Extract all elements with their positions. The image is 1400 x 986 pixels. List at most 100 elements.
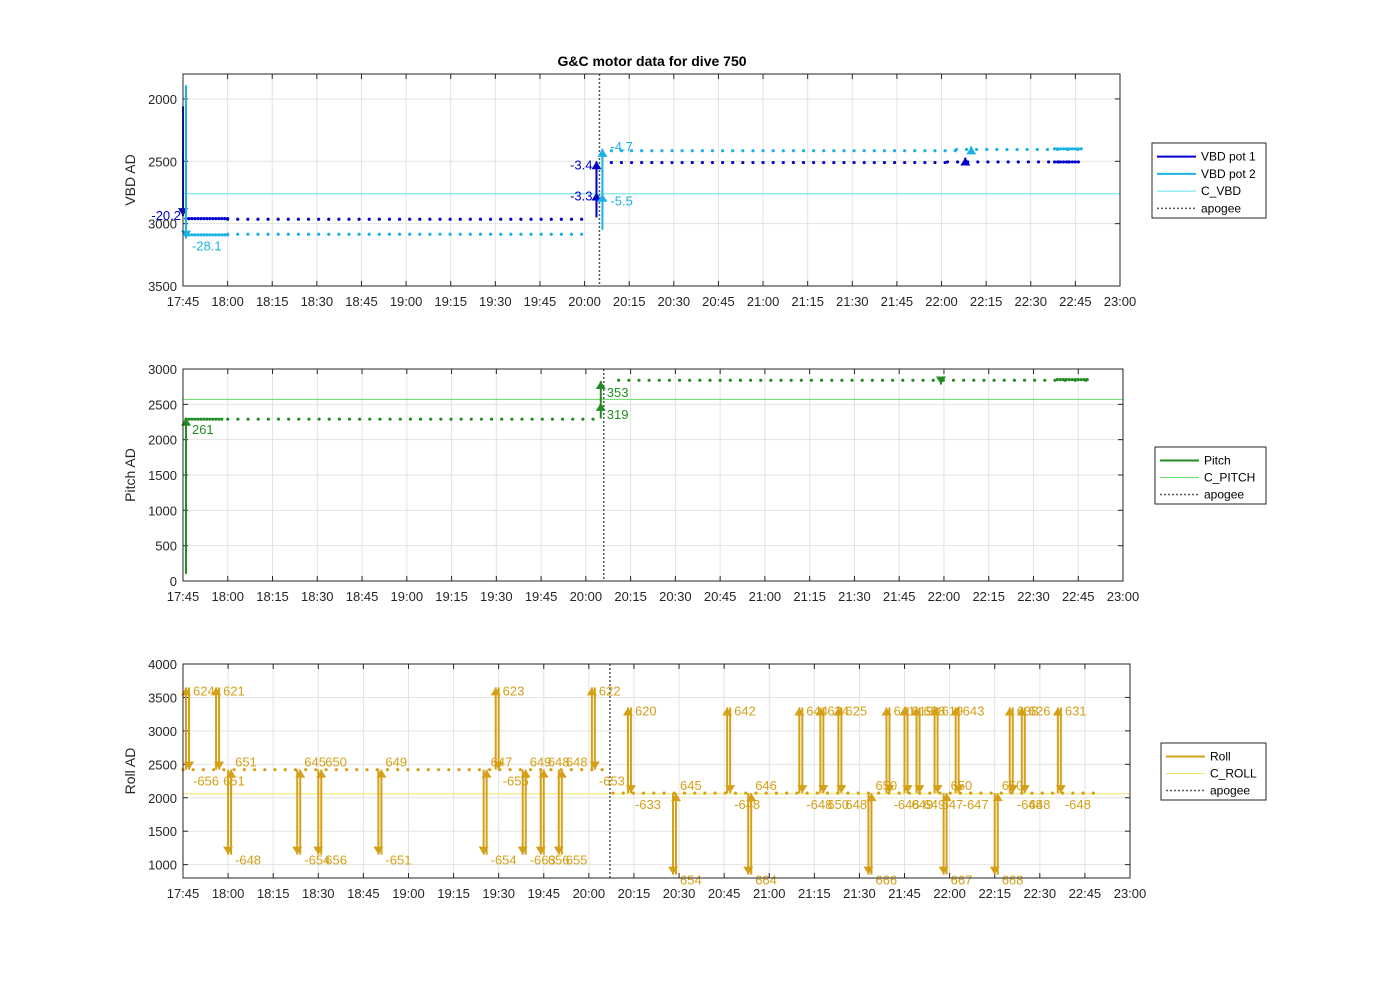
data-point bbox=[703, 791, 707, 795]
data-point bbox=[650, 160, 654, 165]
data-point bbox=[549, 232, 553, 236]
legend-entry: C_PITCH bbox=[1204, 471, 1255, 485]
roll-label: 648 bbox=[1029, 797, 1051, 812]
data-point bbox=[779, 378, 783, 382]
data-point bbox=[897, 791, 901, 795]
data-point bbox=[892, 149, 897, 153]
data-point bbox=[549, 768, 553, 772]
data-point bbox=[220, 217, 224, 221]
data-point bbox=[378, 417, 382, 421]
roll-spike-back-head bbox=[818, 785, 829, 794]
data-point bbox=[903, 149, 907, 153]
data-point bbox=[569, 232, 574, 236]
data-point bbox=[832, 149, 836, 153]
data-point bbox=[1064, 160, 1069, 164]
legend-entry: VBD pot 2 bbox=[1201, 167, 1256, 181]
data-point bbox=[954, 147, 958, 152]
x-tick-label: 20:15 bbox=[618, 886, 651, 901]
x-tick-label: 21:15 bbox=[791, 294, 824, 309]
data-point bbox=[720, 160, 725, 165]
x-tick-label: 19:00 bbox=[391, 589, 424, 604]
data-point bbox=[467, 768, 471, 772]
data-point bbox=[872, 149, 876, 153]
data-point bbox=[1040, 791, 1044, 795]
data-point bbox=[629, 149, 634, 153]
data-point bbox=[367, 217, 371, 221]
data-point bbox=[933, 149, 937, 153]
data-point bbox=[327, 417, 331, 421]
move-arrow-head bbox=[597, 148, 608, 157]
legend-entry: VBD pot 1 bbox=[1201, 150, 1256, 164]
roll-label: 642 bbox=[734, 703, 756, 718]
data-point bbox=[324, 768, 328, 772]
data-point bbox=[549, 217, 553, 221]
y-tick-label: 2000 bbox=[148, 92, 177, 107]
data-point bbox=[211, 417, 215, 421]
y-tick-label: 2000 bbox=[148, 433, 177, 448]
data-point bbox=[520, 417, 524, 421]
x-tick-label: 19:45 bbox=[527, 886, 560, 901]
roll-label: 626 bbox=[1029, 703, 1051, 718]
move-label: -3.4 bbox=[570, 157, 592, 172]
data-point bbox=[418, 232, 422, 236]
data-point bbox=[256, 232, 260, 236]
data-point bbox=[731, 160, 735, 165]
data-point bbox=[1052, 160, 1057, 164]
data-point bbox=[1073, 147, 1077, 151]
x-tick-label: 22:15 bbox=[978, 886, 1011, 901]
data-point bbox=[579, 217, 584, 221]
data-point bbox=[385, 768, 390, 772]
data-point bbox=[499, 217, 503, 221]
data-point bbox=[202, 417, 206, 421]
data-point bbox=[975, 147, 979, 152]
data-point bbox=[196, 217, 200, 221]
data-point bbox=[1070, 147, 1075, 151]
roll-spike-back-head bbox=[941, 793, 952, 802]
move-label: 353 bbox=[607, 385, 629, 400]
data-point bbox=[667, 378, 672, 382]
data-point bbox=[1045, 147, 1050, 152]
data-point bbox=[388, 417, 392, 421]
data-point bbox=[958, 791, 963, 795]
legend-entry: apogee bbox=[1210, 784, 1250, 798]
vbd-panel: 17:45 18:00 18:15 18:30 18:45 19:00 19:15 19:30… bbox=[122, 73, 1267, 309]
data-point bbox=[933, 160, 937, 165]
y-axis-label: Roll AD bbox=[122, 748, 138, 795]
roll-spike-back-head bbox=[884, 785, 895, 794]
data-point bbox=[439, 417, 443, 421]
data-point bbox=[458, 232, 462, 236]
data-point bbox=[365, 768, 369, 772]
data-point bbox=[205, 233, 209, 237]
data-point bbox=[347, 217, 351, 221]
data-point bbox=[508, 768, 512, 772]
data-point bbox=[979, 791, 983, 795]
data-point bbox=[1081, 791, 1085, 795]
data-point bbox=[408, 217, 412, 221]
data-point bbox=[870, 378, 874, 382]
data-point bbox=[617, 378, 621, 382]
roll-panel: 17:45 18:00 18:15 18:30 18:45 19:00 19:15 19:30… bbox=[122, 657, 1267, 901]
data-point bbox=[297, 417, 301, 421]
data-point bbox=[436, 768, 441, 772]
data-point bbox=[273, 768, 277, 772]
data-point bbox=[377, 217, 381, 221]
data-point bbox=[540, 417, 544, 421]
data-point bbox=[397, 232, 402, 236]
y-tick-label: 4000 bbox=[148, 657, 177, 672]
x-tick-label: 19:00 bbox=[390, 294, 423, 309]
data-point bbox=[296, 232, 301, 236]
data-point bbox=[741, 149, 745, 153]
data-point bbox=[609, 160, 613, 165]
data-point bbox=[882, 160, 887, 165]
data-point bbox=[256, 417, 260, 421]
data-point bbox=[539, 217, 543, 221]
data-point bbox=[447, 768, 451, 772]
data-point bbox=[591, 417, 595, 421]
data-point bbox=[774, 791, 779, 795]
roll-spike-back-head bbox=[671, 793, 682, 802]
x-tick-label: 18:15 bbox=[257, 886, 290, 901]
data-point bbox=[600, 768, 604, 772]
data-point bbox=[387, 232, 392, 236]
x-tick-label: 22:15 bbox=[970, 294, 1003, 309]
y-tick-label: 3000 bbox=[148, 724, 177, 739]
